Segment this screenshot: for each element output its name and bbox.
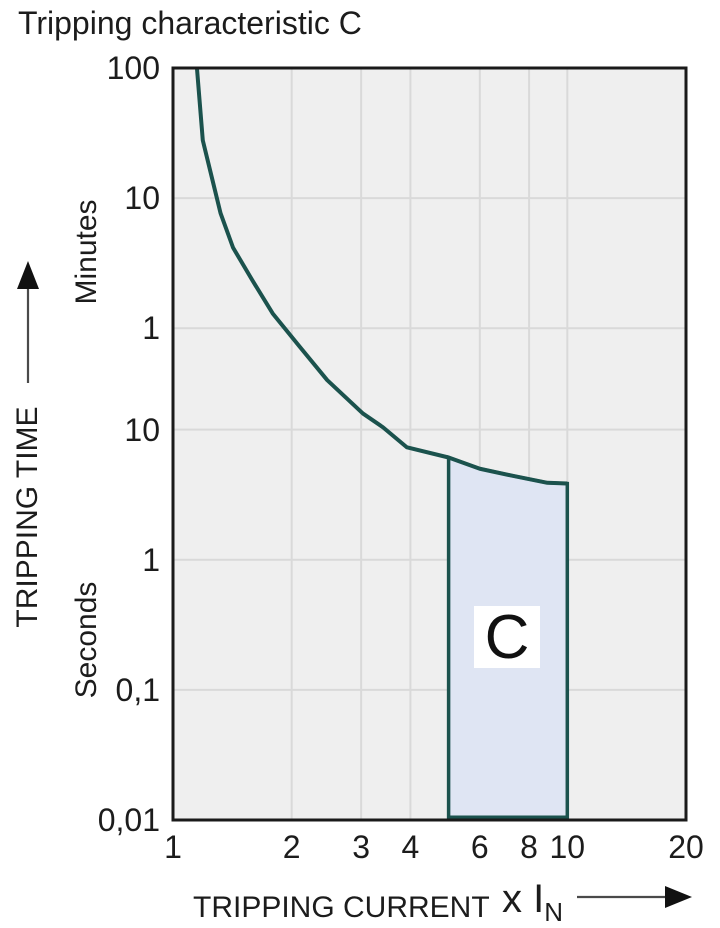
y-tick-label: 0,01: [97, 802, 160, 838]
y-axis-arrow-icon: [17, 261, 39, 289]
x-tick-label: 6: [470, 829, 489, 865]
x-tick-label: 20: [668, 829, 704, 865]
y-axis-title: TRIPPING TIME: [11, 406, 44, 628]
y-tick-label: 100: [106, 50, 160, 86]
x-tick-label: 1: [164, 829, 182, 865]
plot-border: [171, 66, 688, 822]
x-tick-label: 3: [352, 829, 371, 865]
chart-title: Tripping characteristic C: [18, 5, 362, 41]
x-tick-label: 2: [282, 829, 301, 865]
x-axis-unit: x IN: [502, 876, 563, 925]
x-axis-title: TRIPPING CURRENT: [193, 891, 490, 924]
x-axis-unit-subscript: N: [544, 897, 564, 927]
x-tick-label: 4: [401, 829, 420, 865]
y-tick-label: 10: [124, 180, 160, 217]
x-axis-arrow-icon: [665, 886, 692, 908]
y-tick-label: 1: [142, 541, 160, 578]
y-tick-label: 1: [142, 310, 160, 347]
tripping-curve: [194, 67, 568, 486]
y-tick-label: 0,1: [115, 671, 160, 708]
x-tick-label: 10: [549, 829, 586, 865]
x-axis-unit-prefix: x I: [502, 877, 545, 921]
x-tick-label: 8: [520, 829, 538, 865]
y-tick-label: 10: [124, 411, 160, 448]
region-c-label: C: [474, 603, 540, 672]
plot-background: [173, 68, 686, 820]
